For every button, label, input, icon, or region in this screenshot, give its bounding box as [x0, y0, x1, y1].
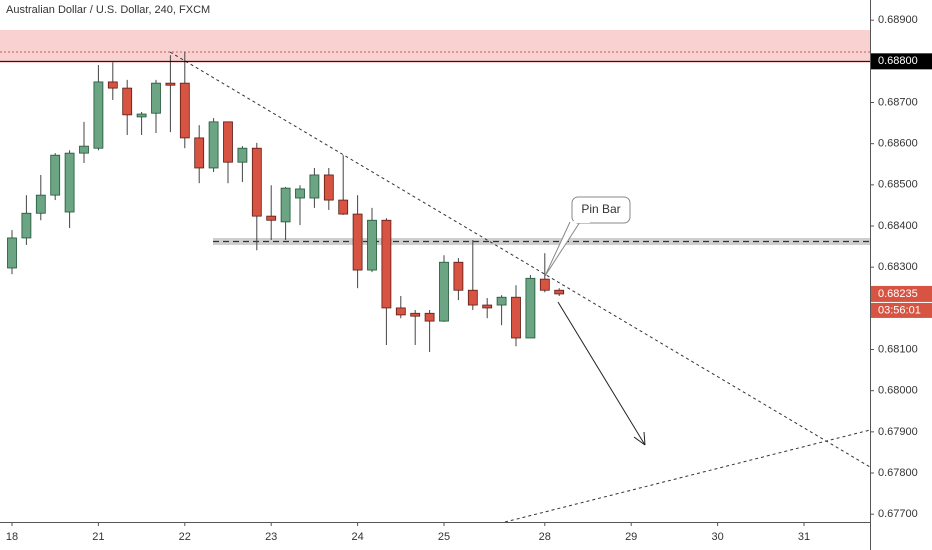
candle-body: [7, 237, 17, 269]
candle-body: [165, 82, 176, 86]
x-tick-label: 28: [539, 531, 551, 543]
y-tick-label: 0.68000: [878, 385, 918, 397]
x-tick-label: 31: [798, 531, 810, 543]
x-tick-label: 18: [6, 531, 18, 543]
candle-body: [50, 154, 61, 196]
x-tick-label: 24: [351, 531, 363, 543]
chart-title: Australian Dollar / U.S. Dollar, 240, FX…: [6, 4, 210, 16]
y-tick-label: 0.68100: [878, 343, 918, 355]
candle-body: [251, 147, 262, 217]
x-tick-label: 21: [92, 531, 104, 543]
candle-body: [439, 261, 449, 322]
candle-body: [136, 113, 147, 118]
candle-body: [381, 219, 392, 309]
y-tick-label: 0.68500: [878, 179, 918, 191]
candle-body: [223, 121, 233, 163]
y-tick-label: 0.68900: [878, 14, 918, 26]
candle-body: [79, 145, 89, 154]
candle-body: [122, 87, 133, 116]
callout-pointer: [544, 221, 581, 277]
candle-body: [367, 219, 377, 271]
x-tick-label: 30: [711, 531, 723, 543]
candle-body: [395, 307, 406, 316]
candle-body: [280, 187, 291, 223]
y-tick-label: 0.68700: [878, 96, 918, 108]
countdown-label: 03:56:01: [878, 304, 921, 316]
trend-line-up: [504, 429, 871, 523]
candle-body: [295, 188, 305, 199]
candle-body: [323, 174, 334, 201]
countdown-box: [871, 302, 932, 318]
y-tick-label: 0.68300: [878, 261, 918, 273]
y-tick-label: 0.68600: [878, 138, 918, 150]
candle-body: [35, 194, 46, 214]
y-tick-label: 0.67800: [878, 467, 918, 479]
candle-body: [21, 212, 32, 239]
candle-body: [539, 278, 550, 291]
candle-body: [496, 296, 507, 306]
price-line-box: [871, 53, 932, 70]
callout-box: [571, 196, 631, 224]
candle-body: [237, 147, 248, 163]
candle-body: [453, 261, 464, 291]
candle-body: [410, 312, 421, 317]
candle-body: [93, 81, 104, 149]
candle-body: [194, 137, 205, 169]
candle-body: [525, 277, 536, 339]
last-price-label: 0.68235: [878, 288, 918, 300]
y-tick-label: 0.67900: [878, 426, 918, 438]
candle-body: [309, 174, 320, 199]
candle-body: [424, 312, 435, 322]
candle-body: [352, 213, 363, 271]
trend-line-down: [169, 51, 871, 468]
candle-body: [64, 152, 75, 213]
candle-body: [511, 296, 521, 339]
candle-body: [482, 304, 493, 309]
last-price-box: [871, 285, 932, 302]
candle-body: [467, 289, 478, 306]
x-tick-label: 22: [179, 531, 191, 543]
y-tick-label: 0.68400: [878, 220, 918, 232]
callout-text: Pin Bar: [581, 202, 620, 216]
candle-body: [107, 81, 118, 89]
y-tick-label: 0.67700: [878, 508, 918, 520]
x-tick-label: 23: [265, 531, 277, 543]
x-tick-label: 29: [625, 531, 637, 543]
support-zone: [213, 238, 870, 245]
candle-body: [554, 289, 565, 295]
price-line-label: 0.68800: [878, 55, 918, 67]
arrow-head: [633, 431, 646, 446]
candle-body: [338, 199, 349, 215]
arrow-shaft: [557, 301, 646, 446]
candle-body: [208, 121, 219, 169]
candle-body: [179, 82, 190, 139]
candle-body: [151, 82, 161, 114]
candle-body: [266, 215, 277, 221]
x-tick-label: 25: [438, 531, 450, 543]
resistance-zone: [0, 30, 870, 63]
